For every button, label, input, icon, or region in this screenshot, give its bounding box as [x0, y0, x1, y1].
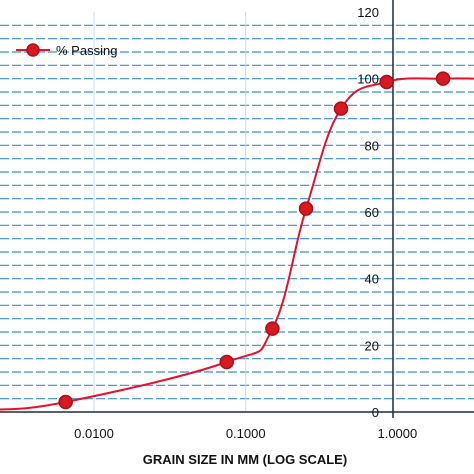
grid-lines [0, 12, 474, 412]
series-passing [0, 71, 474, 411]
legend-marker-swatch [26, 43, 40, 57]
data-point [435, 71, 451, 86]
y-tick-label: 40 [365, 272, 379, 287]
legend: % Passing [16, 43, 117, 58]
data-point [58, 394, 73, 410]
y-tick-label: 20 [365, 338, 379, 353]
y-tick-label: 80 [365, 138, 379, 153]
y-tick-label: 120 [357, 5, 379, 20]
y-tick-label: 60 [365, 205, 379, 220]
y-tick-label: 100 [357, 72, 379, 87]
data-point [265, 321, 280, 336]
data-point [219, 354, 234, 370]
y-tick-label: 0 [372, 405, 379, 420]
data-point [379, 74, 394, 90]
data-point [298, 201, 314, 216]
tick-labels: 0 20 40 60 80 100 120 0.0100 0.1000 1.0000 [74, 5, 417, 441]
x-axis-title: GRAIN SIZE IN MM (LOG SCALE) [143, 452, 347, 467]
x-tick-label: 1.0000 [377, 426, 417, 441]
series-line [0, 77, 474, 411]
legend-label: % Passing [56, 43, 117, 58]
data-point [333, 101, 349, 116]
x-tick-label: 0.0100 [74, 426, 114, 441]
x-tick-label: 0.1000 [226, 426, 266, 441]
axes [0, 0, 474, 418]
